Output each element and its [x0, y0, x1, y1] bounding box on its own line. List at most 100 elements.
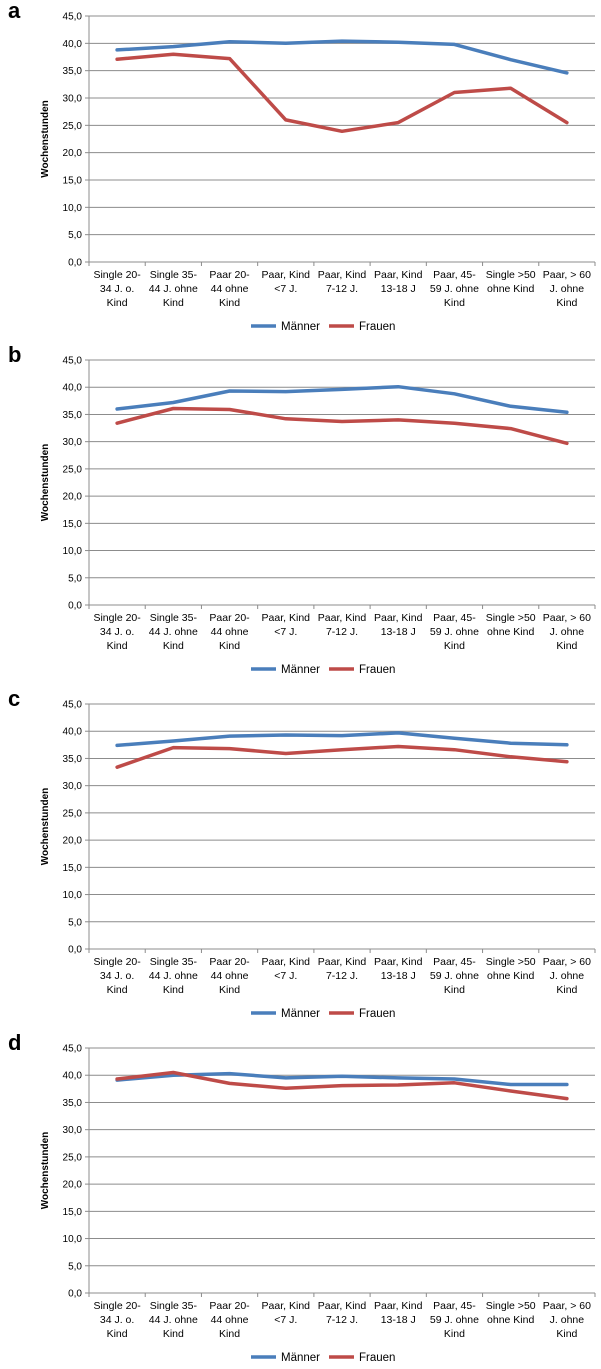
x-category-label-line: Paar, Kind: [262, 612, 311, 624]
x-category-label-line: Kind: [444, 640, 465, 652]
y-tick-label: 20,0: [63, 836, 83, 847]
x-category-label: Paar, Kind <7 J.: [262, 956, 311, 982]
x-category-label: Paar, > 60 J. ohne Kind: [543, 956, 591, 996]
y-tick-label: 30,0: [63, 1125, 83, 1136]
x-category-label-line: Paar, Kind: [262, 1300, 311, 1312]
series-line-frauen: [115, 52, 569, 134]
y-tick-label: 10,0: [63, 546, 83, 557]
x-category-label-line: J. ohne: [550, 1314, 585, 1326]
x-category-label-line: <7 J.: [274, 283, 297, 295]
x-category-label: Single 35- 44 J. ohne Kind: [149, 612, 198, 652]
x-category-label: Paar, 45- 59 J. ohne Kind: [430, 956, 479, 996]
x-category-label-line: Paar, > 60: [543, 269, 591, 281]
x-category-label-line: 34 J. o.: [100, 283, 134, 295]
y-tick-label: 30,0: [63, 437, 83, 448]
y-axis-label: Wochenstunden: [40, 1132, 51, 1210]
x-category-label-line: Paar, Kind: [374, 956, 423, 968]
x-category-label-line: Kind: [163, 984, 184, 996]
x-category-label-line: Kind: [556, 984, 577, 996]
x-category-label-line: Kind: [163, 640, 184, 652]
x-category-label-line: Paar 20-: [209, 269, 250, 281]
x-category-label-line: 44 J. ohne: [149, 1314, 198, 1326]
x-category-label-line: Single 20-: [93, 1300, 141, 1312]
legend-label: Männer: [281, 321, 320, 333]
x-category-label-line: 44 ohne: [211, 1314, 249, 1326]
y-tick-label: 40,0: [63, 1071, 83, 1082]
x-category-label-line: Kind: [444, 297, 465, 309]
x-category-label: Single >50 ohne Kind: [486, 269, 536, 295]
x-category-label-line: Paar 20-: [209, 1300, 250, 1312]
x-category-label: Paar, Kind 7-12 J.: [318, 612, 367, 638]
x-category-label-line: Kind: [444, 1328, 465, 1340]
x-category-label-line: 44 J. ohne: [149, 626, 198, 638]
y-tick-label: 20,0: [63, 148, 83, 159]
x-category-label-line: Paar, Kind: [318, 612, 367, 624]
x-category-label-line: ohne Kind: [487, 970, 534, 982]
y-tick-label: 5,0: [68, 917, 82, 928]
x-category-label-line: Kind: [107, 297, 128, 309]
x-category-label-line: 13-18 J: [381, 1314, 416, 1326]
x-category-label: Paar 20- 44 ohne Kind: [209, 1300, 250, 1340]
x-category-label-line: 34 J. o.: [100, 1314, 134, 1326]
x-category-label-line: Kind: [556, 640, 577, 652]
x-category-label-line: 7-12 J.: [326, 626, 358, 638]
y-axis-label: Wochenstunden: [40, 788, 51, 866]
x-category-label-line: Paar, 45-: [433, 269, 476, 281]
y-tick-label: 25,0: [63, 1152, 83, 1163]
y-tick-label: 25,0: [63, 121, 83, 132]
x-category-label-line: Single 35-: [150, 1300, 198, 1312]
x-category-label: Single 35- 44 J. ohne Kind: [149, 956, 198, 996]
x-category-label-line: 13-18 J: [381, 970, 416, 982]
x-category-label-line: ohne Kind: [487, 626, 534, 638]
x-category-label: Paar, Kind 7-12 J.: [318, 956, 367, 982]
y-tick-label: 40,0: [63, 383, 83, 394]
x-category-label: Paar 20- 44 ohne Kind: [209, 612, 250, 652]
x-category-label-line: ohne Kind: [487, 283, 534, 295]
x-category-label: Paar 20- 44 ohne Kind: [209, 956, 250, 996]
x-category-label: Paar, > 60 J. ohne Kind: [543, 1300, 591, 1340]
x-category-label-line: Kind: [107, 984, 128, 996]
series-line-maenner: [115, 39, 569, 75]
y-tick-label: 0,0: [68, 601, 82, 612]
x-category-label-line: Kind: [556, 297, 577, 309]
x-category-label-line: Single >50: [486, 612, 536, 624]
y-tick-label: 0,0: [68, 945, 82, 956]
y-tick-label: 15,0: [63, 519, 83, 530]
y-tick-label: 5,0: [68, 230, 82, 241]
x-category-label-line: Single 35-: [150, 956, 198, 968]
chart-panel-b: b 0,0 5,0 10,0 15,0 20,0 25,0 30,0 35,0 40,0 45,0 W…: [8, 342, 596, 676]
x-category-label: Paar, 45- 59 J. ohne Kind: [430, 1300, 479, 1340]
x-category-label-line: Kind: [556, 1328, 577, 1340]
x-category-label-line: 44 J. ohne: [149, 970, 198, 982]
x-category-label-line: Paar, Kind: [318, 269, 367, 281]
x-category-label-line: Single >50: [486, 956, 536, 968]
x-category-label-line: 44 ohne: [211, 970, 249, 982]
x-category-label-line: Paar, 45-: [433, 612, 476, 624]
y-tick-label: 30,0: [63, 94, 83, 105]
y-tick-label: 5,0: [68, 1261, 82, 1272]
y-tick-label: 30,0: [63, 781, 83, 792]
x-category-label-line: Paar, Kind: [318, 1300, 367, 1312]
x-category-label-line: Paar, > 60: [543, 1300, 591, 1312]
y-tick-label: 20,0: [63, 492, 83, 503]
series-line-maenner: [115, 731, 569, 748]
x-category-label-line: Paar, 45-: [433, 1300, 476, 1312]
x-category-label: Paar 20- 44 ohne Kind: [209, 269, 250, 309]
x-category-label-line: Paar, Kind: [318, 956, 367, 968]
x-category-label-line: 13-18 J: [381, 626, 416, 638]
y-tick-label: 15,0: [63, 1207, 83, 1218]
x-category-label-line: 59 J. ohne: [430, 283, 479, 295]
x-category-label-line: Kind: [107, 1328, 128, 1340]
x-category-label-line: J. ohne: [550, 970, 585, 982]
y-tick-label: 0,0: [68, 258, 82, 269]
x-category-label-line: 59 J. ohne: [430, 626, 479, 638]
panel-label: d: [8, 1030, 21, 1055]
x-category-label-line: 7-12 J.: [326, 1314, 358, 1326]
x-category-label: Single 35- 44 J. ohne Kind: [149, 269, 198, 309]
x-category-label-line: Single 20-: [93, 269, 141, 281]
panel-label: a: [8, 0, 21, 23]
x-category-label: Paar, > 60 J. ohne Kind: [543, 612, 591, 652]
x-category-label: Single 35- 44 J. ohne Kind: [149, 1300, 198, 1340]
x-category-label: Single >50 ohne Kind: [486, 612, 536, 638]
x-category-label-line: 59 J. ohne: [430, 970, 479, 982]
